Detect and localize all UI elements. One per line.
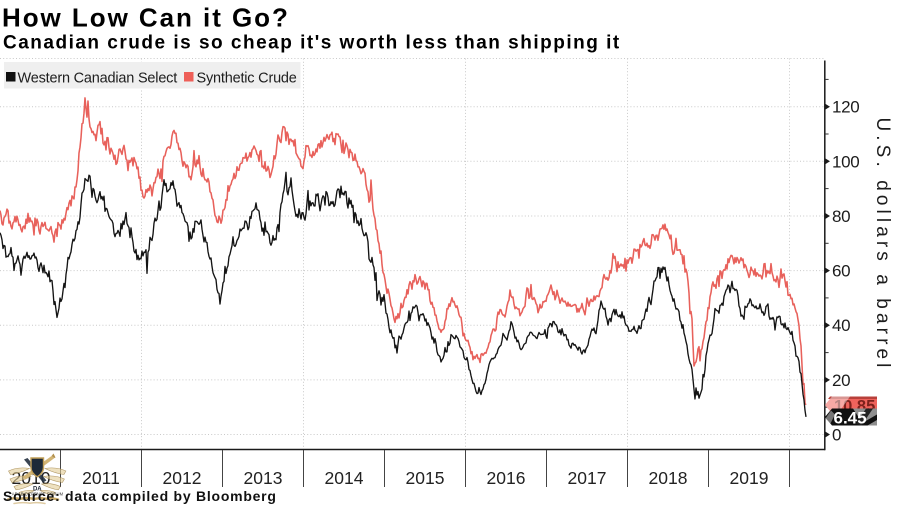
svg-text:2016: 2016 [487, 468, 526, 488]
svg-text:60: 60 [832, 262, 850, 281]
svg-text:Synthetic Crude: Synthetic Crude [197, 70, 297, 86]
svg-text:2014: 2014 [325, 468, 364, 488]
svg-text:2013: 2013 [244, 468, 283, 488]
svg-text:How Low Can it Go?: How Low Can it Go? [2, 3, 290, 33]
svg-text:Western Canadian Select: Western Canadian Select [18, 70, 178, 86]
svg-text:2017: 2017 [568, 468, 607, 488]
svg-text:120: 120 [832, 98, 859, 117]
svg-text:20: 20 [832, 371, 850, 390]
svg-text:100: 100 [832, 152, 859, 171]
svg-text:U.S. dollars a barrel: U.S. dollars a barrel [872, 117, 893, 371]
svg-text:2015: 2015 [406, 468, 445, 488]
svg-text:2019: 2019 [730, 468, 769, 488]
svg-text:Canadian crude is so cheap it': Canadian crude is so cheap it's worth le… [3, 32, 621, 53]
svg-text:2011: 2011 [82, 468, 120, 488]
svg-text:80: 80 [832, 207, 850, 226]
svg-text:Source: data compiled by Bloom: Source: data compiled by Bloomberg [3, 488, 277, 504]
svg-text:2018: 2018 [649, 468, 688, 488]
svg-text:0: 0 [832, 426, 841, 445]
svg-text:ARAB DEFENSE FORUM: ARAB DEFENSE FORUM [12, 491, 64, 496]
svg-text:40: 40 [832, 316, 850, 335]
svg-text:2012: 2012 [163, 468, 202, 488]
svg-text:6.45: 6.45 [834, 409, 867, 428]
svg-text:DA: DA [33, 487, 42, 493]
